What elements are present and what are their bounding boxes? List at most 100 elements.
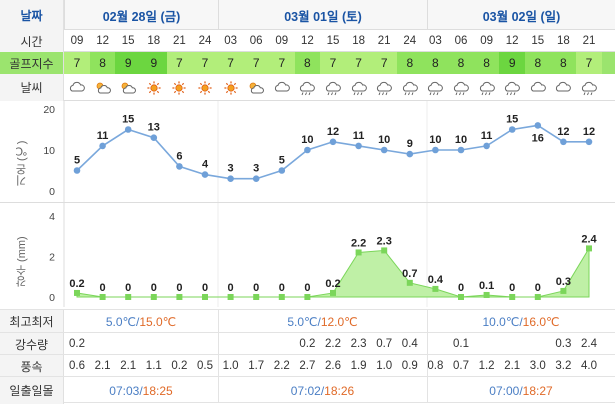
- golf-index-cell: 7: [166, 52, 193, 74]
- precipitation-cell: [525, 333, 551, 355]
- time-cell: 12: [300, 35, 314, 47]
- precipitation-label: 0.2: [325, 278, 340, 290]
- rain-icon: [320, 74, 346, 101]
- temperature-point: [380, 146, 388, 154]
- time-cell: 15: [326, 35, 340, 47]
- temperature-point: [457, 146, 465, 154]
- temperature-point: [201, 171, 209, 178]
- precipitation-cell: [141, 333, 167, 355]
- rain-icon: [448, 74, 474, 101]
- minmax-separator: /: [135, 314, 140, 329]
- precipitation-cell: [218, 333, 244, 355]
- golf-index-cell: 8: [397, 52, 423, 74]
- wind-cell: 2.1: [94, 360, 111, 372]
- day-3-max: 16.0℃: [522, 314, 560, 329]
- precipitation-label: 0.4: [428, 274, 444, 286]
- sunny-icon: [218, 74, 244, 101]
- sun-separator: /: [139, 383, 143, 398]
- precipitation-point: [483, 291, 490, 298]
- day-3-min: 10.0℃: [482, 314, 520, 329]
- precipitation-point: [432, 285, 439, 292]
- rain-tick-label: 4: [49, 211, 55, 223]
- precipitation-cell: 2.2: [324, 338, 341, 350]
- time-cell: 18: [352, 35, 365, 47]
- cloudy-icon: [64, 74, 90, 101]
- precipitation-label: 0: [304, 282, 310, 294]
- wind-cell: 1.0: [222, 360, 239, 372]
- precipitation-cell: [269, 333, 295, 355]
- day-3-date: 03월 02일 (일): [427, 0, 615, 30]
- golf-index-cell: 7: [243, 52, 269, 74]
- precipitation-label: 0: [125, 282, 131, 294]
- day-3-sunrise: 07:00: [489, 383, 520, 398]
- sunny-icon: [167, 74, 193, 101]
- precipitation-point: [227, 294, 234, 300]
- temperature-point: [508, 126, 516, 133]
- wind-cell: 0.5: [196, 360, 213, 372]
- precipitation-point: [586, 245, 592, 252]
- precipitation-point: [176, 294, 183, 300]
- temperature-point: [124, 126, 132, 133]
- precipitation-cell: 0.1: [452, 338, 469, 350]
- weather-header: 날씨: [0, 74, 64, 101]
- temperature-axis-label: 기온 (℃): [16, 140, 28, 186]
- precipitation-point: [99, 294, 106, 300]
- partly-cloudy-icon: [243, 74, 269, 101]
- minmax-separator: /: [317, 314, 321, 329]
- temperature-label: 9: [407, 138, 413, 150]
- wind-cell: 1.7: [248, 360, 265, 372]
- partly-cloudy-icon: [90, 74, 116, 101]
- time-cell: 06: [249, 35, 263, 47]
- precipitation-point: [125, 294, 132, 300]
- time-cell: 18: [147, 35, 161, 47]
- temperature-label: 12: [557, 126, 569, 138]
- precipitation-point: [381, 247, 388, 254]
- rain-icon: [499, 74, 525, 101]
- golf-index-cell: 8: [525, 52, 551, 74]
- golf-index-cell: 7: [269, 52, 295, 74]
- temperature-label: 10: [455, 134, 467, 146]
- precipitation-point: [534, 294, 541, 300]
- temperature-label: 12: [327, 126, 339, 138]
- precipitation-point: [509, 294, 516, 300]
- day-1-sunset: 18:25: [142, 383, 173, 398]
- golf-index-header: 골프지수: [0, 52, 64, 74]
- golf-index-cell: 7: [576, 52, 602, 74]
- precipitation-cell: 0.4: [401, 338, 418, 350]
- precipitation-point: [560, 287, 567, 294]
- sun-header: 일출일몰: [0, 377, 64, 404]
- minmax-header: 최고최저: [0, 310, 64, 333]
- temperature-label: 3: [228, 163, 234, 175]
- temperature-chart: 20 10 0 5 11 15 13 6 4 3 3 5 10 12 11 10 9 10 10 11 15 16 12 12…: [0, 101, 615, 202]
- time-row: 시간 09 12 15 18 21 24 03 06 09 12 15 18 21 24 03 06 09 12 1…: [0, 30, 615, 52]
- precipitation-header: 강수량: [0, 333, 64, 355]
- golf-index-cell: 7: [64, 52, 90, 74]
- precipitation-cell: 2.4: [580, 338, 597, 350]
- temperature-point: [73, 167, 81, 174]
- precipitation-label: 0.3: [556, 276, 571, 288]
- temperature-point: [406, 150, 414, 158]
- precipitation-point: [202, 294, 208, 300]
- wind-cell: 3.0: [529, 360, 546, 372]
- precipitation-label: 0: [202, 282, 208, 294]
- wind-cell: 1.9: [350, 360, 367, 372]
- sun-separator: /: [519, 383, 523, 398]
- temperature-point: [99, 142, 106, 150]
- golf-index-cell: 8: [89, 52, 116, 74]
- day-2-date: 03월 01일 (토): [218, 0, 427, 30]
- time-cell: 15: [121, 35, 135, 47]
- temperature-point: [355, 142, 362, 150]
- day-divider: [218, 309, 219, 403]
- day-3-sun: 07:00/18:27: [427, 377, 615, 404]
- day-1-date: 02월 28일 (금): [64, 0, 218, 30]
- golf-index-cell: 7: [192, 52, 218, 74]
- wind-cell: 2.7: [299, 360, 316, 372]
- rain-icon: [397, 74, 423, 101]
- golf-index-cell: 9: [499, 52, 525, 74]
- temperature-point: [278, 167, 286, 174]
- golf-index-cell: 8: [448, 52, 474, 74]
- day-3-sunset: 18:27: [522, 383, 553, 398]
- precipitation-point: [330, 289, 336, 296]
- day-1-sunrise: 07:03: [109, 383, 140, 398]
